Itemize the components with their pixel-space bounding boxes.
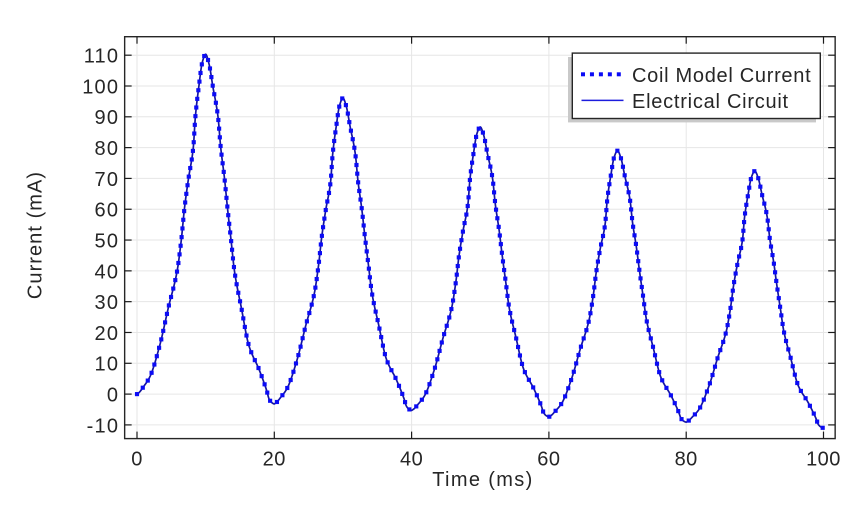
svg-text:-10: -10	[87, 415, 120, 437]
svg-text:80: 80	[675, 449, 698, 471]
svg-text:60: 60	[95, 200, 120, 222]
svg-text:Current (mA): Current (mA)	[25, 171, 47, 299]
svg-text:Electrical Circuit: Electrical Circuit	[632, 91, 789, 113]
svg-text:0: 0	[131, 449, 143, 471]
svg-text:110: 110	[84, 46, 120, 68]
svg-text:100: 100	[82, 76, 119, 98]
svg-text:90: 90	[95, 107, 120, 129]
svg-text:80: 80	[95, 138, 120, 160]
svg-text:40: 40	[95, 261, 120, 283]
svg-text:10: 10	[95, 354, 120, 376]
svg-text:50: 50	[95, 230, 120, 252]
svg-text:20: 20	[95, 323, 120, 345]
svg-text:Coil Model Current: Coil Model Current	[632, 65, 811, 87]
svg-text:20: 20	[263, 449, 286, 471]
svg-text:0: 0	[107, 385, 119, 407]
svg-text:100: 100	[806, 449, 841, 471]
svg-text:40: 40	[400, 449, 423, 471]
svg-text:70: 70	[95, 169, 120, 191]
svg-text:30: 30	[95, 292, 120, 314]
svg-text:60: 60	[537, 449, 560, 471]
svg-text:Time (ms): Time (ms)	[432, 469, 533, 491]
